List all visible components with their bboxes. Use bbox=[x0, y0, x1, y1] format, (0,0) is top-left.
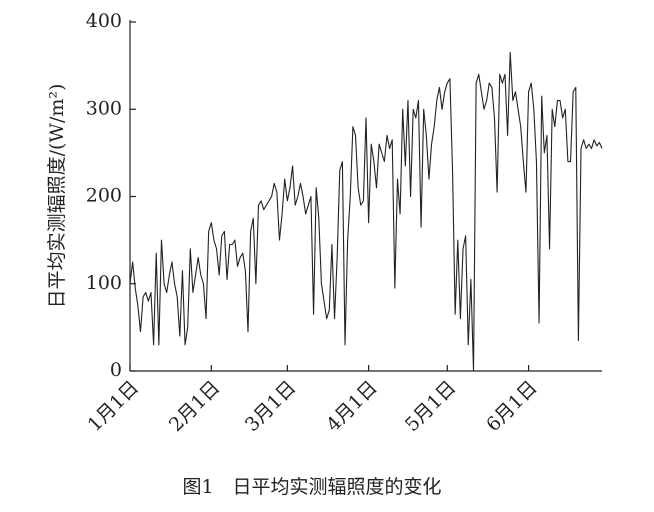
y-tick-label: 100 bbox=[86, 272, 122, 294]
y-tick-label: 300 bbox=[86, 97, 122, 119]
x-tick-label: 5月1日 bbox=[401, 377, 461, 437]
y-tick-label: 200 bbox=[86, 185, 122, 207]
series-line bbox=[129, 51, 603, 372]
y-tick-label: 0 bbox=[110, 359, 122, 381]
y-axis-label: 日平均实测辐照度/(W/m²) bbox=[46, 84, 68, 309]
caption: 图1 日平均实测辐照度的变化 bbox=[182, 476, 441, 498]
x-tick-label: 3月1日 bbox=[241, 377, 301, 437]
x-tick-label: 6月1日 bbox=[482, 377, 542, 437]
x-tick-label: 1月1日 bbox=[84, 377, 144, 437]
y-tick-label: 400 bbox=[86, 10, 122, 32]
x-tick-label: 4月1日 bbox=[322, 377, 382, 437]
x-tick-label: 2月1日 bbox=[165, 377, 225, 437]
